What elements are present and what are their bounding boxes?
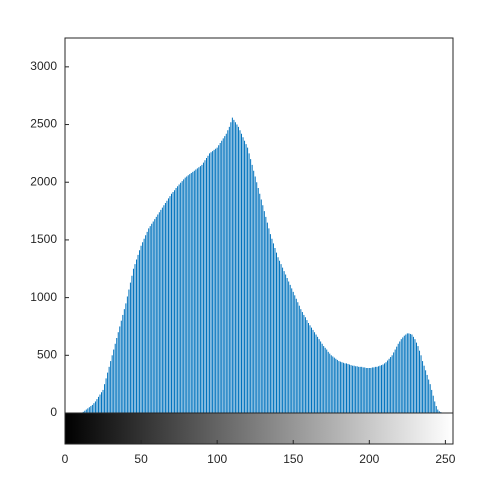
y-tick-label: 3000 [30,59,57,73]
x-tick-label: 100 [207,452,227,466]
x-tick-label: 250 [435,452,455,466]
x-tick-label: 200 [359,452,379,466]
y-tick-label: 1500 [30,232,57,246]
colorbar [64,412,454,445]
stems [82,117,443,413]
x-tick-label: 50 [134,452,148,466]
y-tick-label: 1000 [30,290,57,304]
y-tick-label: 2000 [30,174,57,188]
y-tick-label: 0 [50,405,57,419]
x-tick-label: 150 [283,452,303,466]
y-tick-label: 2500 [30,117,57,131]
y-tick-label: 500 [37,347,57,361]
x-tick-label: 0 [62,452,69,466]
